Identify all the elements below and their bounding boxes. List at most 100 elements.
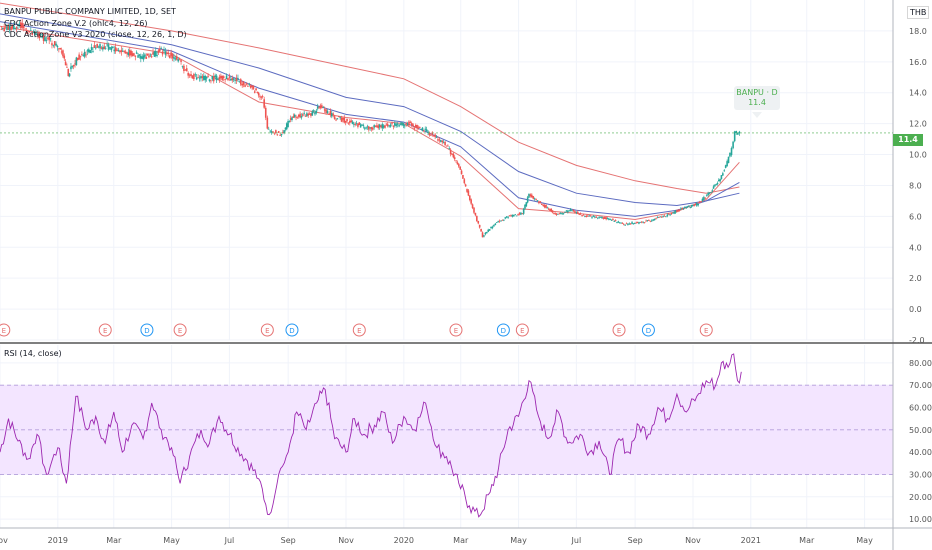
candle-body: [227, 78, 229, 81]
currency-label[interactable]: THB: [907, 6, 930, 19]
candle-body: [386, 124, 389, 127]
candle-body: [217, 78, 219, 80]
candle-body: [272, 131, 274, 133]
marker-circle: [98, 323, 112, 337]
candle-body: [591, 217, 593, 219]
candle-body: [339, 117, 341, 118]
price-tick-label: 2.0: [909, 274, 922, 283]
candle-body: [211, 75, 214, 80]
candle-body: [365, 127, 367, 129]
candle-body: [191, 75, 194, 79]
candle-body: [604, 217, 606, 219]
candle-body: [56, 46, 59, 48]
candle-body: [676, 210, 678, 212]
candle-body: [716, 182, 719, 185]
candle-body: [319, 105, 322, 108]
candle-body: [596, 217, 599, 219]
time-tick-label: 2020: [394, 536, 414, 545]
candle-body: [212, 75, 215, 82]
candle-body: [337, 116, 340, 118]
earnings-marker[interactable]: E: [260, 323, 274, 337]
candle-body: [60, 51, 63, 53]
candle-body: [720, 175, 723, 180]
candle-body: [249, 85, 252, 88]
candle-body: [311, 111, 314, 116]
candle-body: [353, 123, 355, 125]
dividend-marker[interactable]: D: [496, 323, 510, 337]
candle-body: [322, 107, 325, 108]
symbol-legend[interactable]: BANPU PUBLIC COMPANY LIMITED, 1D, SET: [4, 7, 176, 17]
earnings-marker[interactable]: E: [0, 323, 11, 337]
candle-body: [420, 128, 422, 130]
candle-body: [367, 126, 370, 130]
candle-body: [228, 76, 231, 78]
candle-body: [470, 199, 472, 204]
candle-body: [612, 219, 614, 221]
candle-body: [10, 26, 12, 31]
marker-circle: [515, 323, 529, 337]
candle-body: [493, 225, 495, 227]
dividend-marker[interactable]: D: [285, 323, 299, 337]
candle-body: [610, 220, 613, 221]
candle-body: [369, 127, 371, 129]
earnings-marker[interactable]: E: [352, 323, 366, 337]
candle-body: [700, 201, 702, 203]
candle-body: [503, 219, 505, 221]
candle-body: [303, 112, 305, 114]
candle-body: [417, 127, 420, 129]
earnings-marker[interactable]: E: [515, 323, 529, 337]
candle-body: [515, 215, 518, 217]
candle-body: [137, 55, 139, 58]
candle-body: [97, 46, 100, 48]
candle-body: [453, 157, 456, 160]
candle-body: [300, 116, 303, 118]
candle-body: [340, 117, 343, 122]
indicator-legend-2[interactable]: CDC ActionZone V3 2020 (close, 12, 26, 1…: [4, 30, 187, 40]
candle-body: [609, 219, 612, 220]
earnings-marker[interactable]: E: [612, 323, 626, 337]
candle-body: [701, 198, 704, 202]
rsi-tick-label: 60.00: [909, 403, 932, 412]
candle-body: [575, 212, 578, 213]
candle-body: [459, 166, 461, 170]
candle-body: [723, 170, 726, 172]
marker-circle: [173, 323, 187, 337]
candle-body: [31, 33, 34, 35]
earnings-marker[interactable]: E: [449, 323, 463, 337]
candle-body: [127, 52, 130, 55]
rsi-tick-label: 50.00: [909, 426, 932, 435]
candle-body: [605, 217, 607, 220]
time-tick-label: Mar: [799, 536, 815, 545]
candle-body: [602, 217, 605, 219]
candle-body: [145, 57, 148, 59]
earnings-marker[interactable]: E: [98, 323, 112, 337]
candle-body: [277, 131, 280, 133]
candle-body: [3, 27, 5, 32]
marker-circle: [260, 323, 274, 337]
candle-body: [638, 222, 640, 224]
rsi-legend[interactable]: RSI (14, close): [4, 349, 62, 359]
candle-body: [330, 113, 333, 117]
candle-body: [359, 124, 362, 128]
candle-body: [86, 50, 89, 52]
candle-body: [376, 125, 378, 127]
candle-body: [551, 210, 554, 213]
marker-letter: D: [501, 327, 506, 335]
marker-circle: [496, 323, 510, 337]
candle-body: [62, 50, 64, 57]
candle-body: [208, 79, 211, 81]
candle-body: [37, 33, 39, 37]
candle-body: [718, 179, 720, 182]
candle-body: [642, 221, 645, 223]
candle-body: [437, 139, 439, 141]
earnings-marker[interactable]: E: [173, 323, 187, 337]
dividend-marker[interactable]: D: [140, 323, 154, 337]
candle-body: [692, 204, 694, 206]
rsi-tick-label: 20.00: [909, 493, 932, 502]
marker-letter: D: [144, 327, 149, 335]
candle-body: [478, 224, 481, 228]
earnings-marker[interactable]: E: [699, 323, 713, 337]
dividend-marker[interactable]: D: [641, 323, 655, 337]
candle-body: [546, 207, 549, 209]
indicator-legend-1[interactable]: CDC Action Zone V.2 (ohlc4, 12, 26): [4, 19, 147, 29]
